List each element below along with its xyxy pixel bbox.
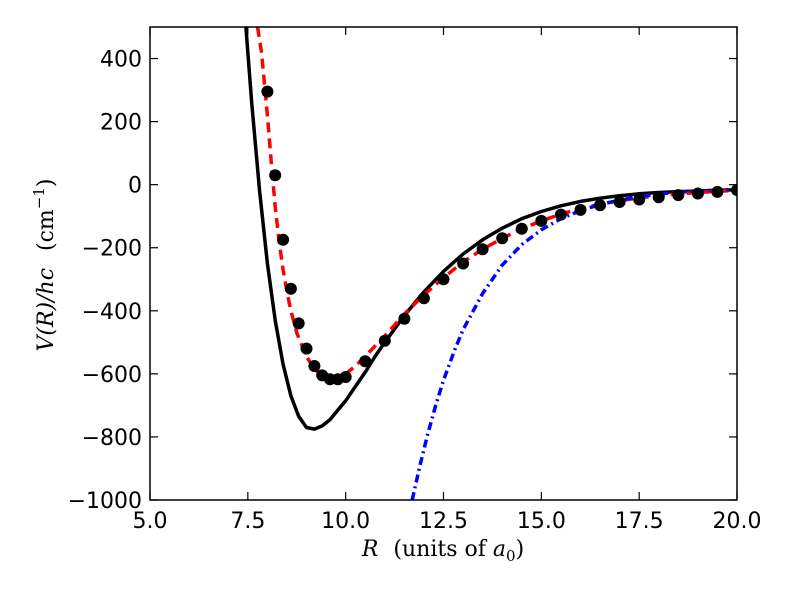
data-point (574, 203, 587, 216)
data-point (515, 222, 528, 235)
x-axis-label: R (units of a0) (361, 537, 524, 565)
data-point (417, 292, 430, 305)
data-point (672, 189, 685, 202)
x-tick-label: 20.0 (713, 509, 762, 534)
data-point (378, 334, 391, 347)
x-tick-label: 5.0 (133, 509, 168, 534)
x-tick-label: 15.0 (517, 509, 566, 534)
y-axis-label: V(R)/hc (cm−1) (30, 178, 59, 351)
data-point (496, 232, 509, 245)
x-tick-label: 17.5 (615, 509, 664, 534)
data-point (261, 85, 274, 98)
data-point (359, 355, 372, 368)
y-tick-label: −800 (82, 426, 142, 451)
data-point (457, 257, 470, 270)
data-point (731, 184, 737, 196)
plot-frame (149, 26, 738, 501)
y-tick-label: −1000 (68, 489, 142, 514)
plot-area (244, 27, 737, 500)
x-tick-label: 10.0 (321, 509, 370, 534)
data-point (284, 282, 297, 295)
y-tick-label: 400 (100, 48, 142, 73)
data-point (554, 208, 567, 221)
data-point (308, 360, 321, 372)
data-point (476, 243, 489, 256)
data-point (594, 199, 606, 212)
data-point (691, 187, 704, 200)
series-red-dashed-curve (255, 27, 737, 381)
data-point (613, 196, 626, 208)
data-point (292, 317, 305, 330)
data-point (633, 193, 646, 206)
data-point (277, 233, 290, 246)
y-tick-label: −200 (82, 237, 142, 262)
y-tick-label: −400 (82, 300, 142, 325)
x-tick-label: 12.5 (419, 509, 468, 534)
data-point (300, 342, 313, 355)
tick-labels: 5.0 7.5 10.0 12.5 15.0 17.5 20.0 −1000 −800 −600 −… (68, 48, 762, 534)
axis-ticks (149, 27, 738, 501)
data-point (269, 169, 282, 182)
data-point (711, 185, 724, 198)
y-tick-label: 200 (100, 111, 142, 136)
y-tick-label: 0 (128, 174, 142, 199)
data-point (339, 371, 352, 383)
data-markers (261, 85, 737, 386)
data-point (437, 273, 450, 286)
series-black-solid-curve (244, 27, 737, 431)
data-point (652, 191, 665, 204)
y-tick-label: −600 (82, 363, 142, 388)
series-blue-dash-dot-curve (410, 187, 737, 500)
data-point (398, 312, 411, 325)
x-tick-label: 7.5 (230, 509, 265, 534)
data-point (535, 214, 548, 227)
